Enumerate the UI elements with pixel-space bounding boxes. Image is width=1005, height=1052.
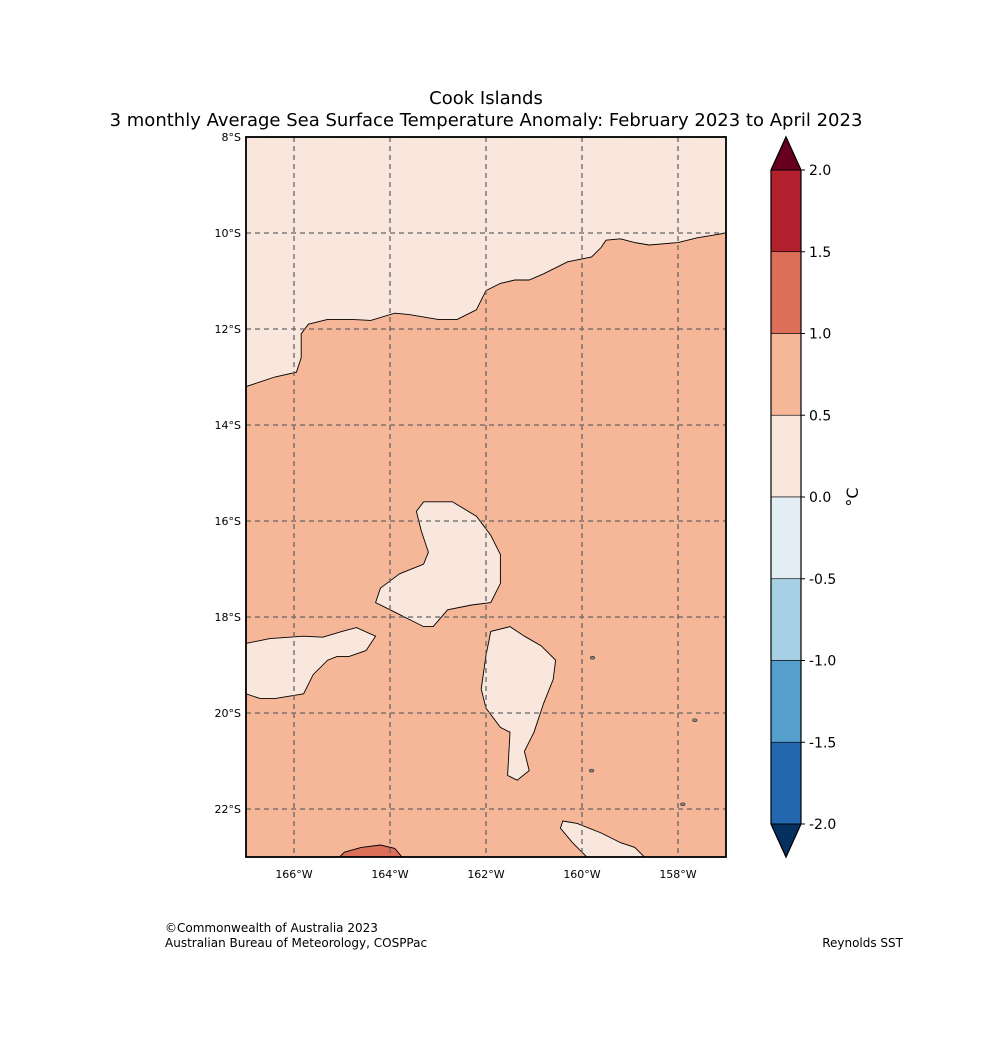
latitude-tick-labels: 8°S 10°S 12°S 14°S 16°S 18°S 20°S 22°S	[215, 131, 241, 816]
colorbar-segment	[770, 660, 802, 743]
anomaly-region-0	[246, 137, 726, 388]
colorbar-segment	[770, 496, 802, 580]
anomaly-region-3	[480, 626, 557, 781]
longitude-label: 160°W	[563, 868, 600, 881]
longitude-label: 166°W	[275, 868, 312, 881]
latitude-label: 10°S	[215, 227, 241, 240]
longitude-label: 162°W	[467, 868, 504, 881]
colorbar-under-arrow	[770, 823, 802, 859]
latitude-label: 8°S	[222, 131, 241, 144]
map-frame	[245, 136, 727, 858]
latitude-label: 14°S	[215, 419, 241, 432]
colorbar-tick-label: -1.5	[809, 735, 836, 751]
colorbar-segment	[770, 251, 802, 334]
data-source-text: Reynolds SST	[822, 936, 903, 950]
colorbar-segment	[770, 741, 802, 825]
copyright-text: ©Commonwealth of Australia 2023	[165, 921, 378, 935]
map-title: Cook Islands	[429, 88, 543, 109]
latitude-label: 18°S	[215, 611, 241, 624]
latitude-label: 16°S	[215, 515, 241, 528]
colorbar: 2.0 1.5 1.0 0.5 0.0 -0.5 -1.0 -1.5 -2.0 °C	[770, 135, 862, 859]
colorbar-tick-label: 1.0	[809, 327, 831, 343]
colorbar-tick-label: -2.0	[809, 817, 836, 833]
colorbar-tick-label: 2.0	[809, 163, 831, 179]
longitude-tick-labels: 166°W 164°W 162°W 160°W 158°W	[275, 868, 696, 881]
colorbar-over-arrow	[770, 135, 802, 171]
latitude-label: 12°S	[215, 323, 241, 336]
island-1	[589, 768, 595, 773]
colorbar-unit-label: °C	[843, 487, 862, 506]
colorbar-tick-label: -0.5	[809, 572, 836, 588]
colorbar-tick-label: 0.5	[809, 408, 831, 424]
colorbar-segment	[770, 169, 802, 253]
longitude-label: 158°W	[659, 868, 696, 881]
colorbar-segment	[770, 414, 802, 498]
colorbar-tick-label: 1.5	[809, 245, 831, 261]
map-area	[245, 136, 727, 858]
colorbar-tick-label: 0.0	[809, 490, 831, 506]
colorbar-tick-label: -1.0	[809, 654, 836, 670]
island-3	[692, 718, 698, 722]
agency-text: Australian Bureau of Meteorology, COSPPa…	[165, 936, 428, 950]
island-2	[680, 802, 686, 806]
colorbar-segment	[770, 333, 802, 416]
latitude-label: 20°S	[215, 707, 241, 720]
anomaly-region-2	[246, 627, 377, 700]
colorbar-segment	[770, 578, 802, 661]
anomaly-region-1	[375, 501, 501, 628]
latitude-label: 22°S	[215, 803, 241, 816]
anomaly-region-5	[338, 844, 403, 857]
island-0	[590, 656, 596, 660]
longitude-label: 164°W	[371, 868, 408, 881]
map-subtitle: 3 monthly Average Sea Surface Temperatur…	[109, 110, 863, 131]
